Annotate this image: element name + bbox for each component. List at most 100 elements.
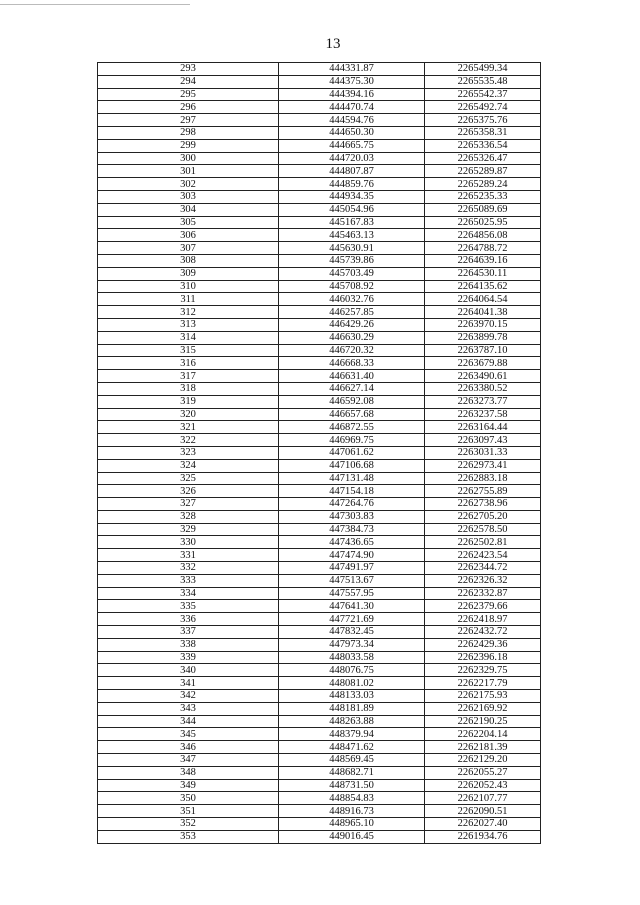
point-number-cell: 304 (97, 202, 279, 217)
y-coordinate-cell: 2265089.69 (424, 202, 541, 217)
page-number: 13 (325, 36, 341, 52)
y-coordinate-cell: 2262027.40 (424, 817, 541, 831)
x-coordinate-cell: 447721.69 (278, 612, 425, 627)
coordinates-table: 293 444331.87 2265499.34 294 444375.30 226553… (97, 62, 541, 844)
y-coordinate-cell: 2263164.44 (424, 420, 541, 435)
table-row: 303 444934.35 2265235.33 (97, 189, 541, 204)
y-coordinate-cell: 2262738.96 (424, 497, 541, 511)
x-coordinate-cell: 448916.73 (278, 804, 425, 819)
point-number-cell: 336 (97, 612, 279, 627)
x-coordinate-cell: 448181.89 (278, 701, 425, 716)
x-coordinate-cell: 444375.30 (278, 74, 425, 89)
table-row: 339 448033.58 2262396.18 (97, 650, 541, 665)
x-coordinate-cell: 446429.26 (278, 317, 425, 332)
x-coordinate-cell: 446657.68 (278, 407, 425, 422)
scan-edge-line (0, 4, 190, 5)
table-row: 310 445708.92 2264135.62 (97, 279, 541, 294)
point-number-cell: 322 (97, 433, 279, 447)
x-coordinate-cell: 446257.85 (278, 305, 425, 319)
y-coordinate-cell: 2262204.14 (424, 727, 541, 742)
y-coordinate-cell: 2262181.39 (424, 740, 541, 755)
table-row: 308 445739.86 2264639.16 (97, 253, 541, 268)
point-number-cell: 333 (97, 573, 279, 588)
y-coordinate-cell: 2265235.33 (424, 189, 541, 204)
x-coordinate-cell: 447303.83 (278, 509, 425, 524)
y-coordinate-cell: 2264639.16 (424, 253, 541, 268)
table-row: 338 447973.34 2262429.36 (97, 637, 541, 652)
y-coordinate-cell: 2262190.25 (424, 714, 541, 729)
x-coordinate-cell: 447106.68 (278, 458, 425, 473)
x-coordinate-cell: 445463.13 (278, 228, 425, 243)
y-coordinate-cell: 2261934.76 (424, 829, 541, 844)
point-number-cell: 340 (97, 663, 279, 678)
table-row: 316 446668.33 2263679.88 (97, 356, 541, 371)
point-number-cell: 319 (97, 394, 279, 409)
point-number-cell: 324 (97, 458, 279, 473)
y-coordinate-cell: 2263787.10 (424, 343, 541, 358)
table-row: 349 448731.50 2262052.43 (97, 778, 541, 793)
point-number-cell: 347 (97, 753, 279, 767)
point-number-cell: 317 (97, 369, 279, 383)
table-row: 298 444650.30 2265358.31 (97, 125, 541, 140)
point-number-cell: 328 (97, 509, 279, 524)
y-coordinate-cell: 2265535.48 (424, 74, 541, 89)
table-row: 299 444665.75 2265336.54 (97, 138, 541, 153)
table-row: 341 448081.02 2262217.79 (97, 676, 541, 691)
y-coordinate-cell: 2265499.34 (424, 62, 541, 76)
y-coordinate-cell: 2262090.51 (424, 804, 541, 819)
point-number-cell: 334 (97, 586, 279, 601)
y-coordinate-cell: 2263380.52 (424, 381, 541, 396)
table-row: 329 447384.73 2262578.50 (97, 522, 541, 537)
y-coordinate-cell: 2262107.77 (424, 791, 541, 806)
point-number-cell: 338 (97, 637, 279, 652)
table-row: 302 444859.76 2265289.24 (97, 177, 541, 191)
x-coordinate-cell: 445054.96 (278, 202, 425, 217)
point-number-cell: 326 (97, 484, 279, 499)
table-row: 343 448181.89 2262169.92 (97, 701, 541, 716)
x-coordinate-cell: 445739.86 (278, 253, 425, 268)
x-coordinate-cell: 447131.48 (278, 471, 425, 486)
x-coordinate-cell: 448263.88 (278, 714, 425, 729)
point-number-cell: 300 (97, 151, 279, 166)
coordinates-table-body: 293 444331.87 2265499.34 294 444375.30 226553… (97, 62, 541, 844)
point-number-cell: 314 (97, 330, 279, 345)
y-coordinate-cell: 2262175.93 (424, 689, 541, 703)
y-coordinate-cell: 2262326.32 (424, 573, 541, 588)
table-row: 340 448076.75 2262329.75 (97, 663, 541, 678)
y-coordinate-cell: 2262883.18 (424, 471, 541, 486)
point-number-cell: 308 (97, 253, 279, 268)
point-number-cell: 309 (97, 266, 279, 281)
y-coordinate-cell: 2262705.20 (424, 509, 541, 524)
point-number-cell: 316 (97, 356, 279, 371)
table-row: 344 448263.88 2262190.25 (97, 714, 541, 729)
x-coordinate-cell: 448682.71 (278, 765, 425, 780)
y-coordinate-cell: 2262169.92 (424, 701, 541, 716)
y-coordinate-cell: 2263031.33 (424, 445, 541, 460)
point-number-cell: 346 (97, 740, 279, 755)
y-coordinate-cell: 2262432.72 (424, 625, 541, 639)
y-coordinate-cell: 2263899.78 (424, 330, 541, 345)
table-row: 351 448916.73 2262090.51 (97, 804, 541, 819)
table-row: 337 447832.45 2262432.72 (97, 625, 541, 639)
x-coordinate-cell: 444650.30 (278, 125, 425, 140)
x-coordinate-cell: 447384.73 (278, 522, 425, 537)
x-coordinate-cell: 447491.97 (278, 561, 425, 575)
table-row: 325 447131.48 2262883.18 (97, 471, 541, 486)
table-row: 294 444375.30 2265535.48 (97, 74, 541, 89)
y-coordinate-cell: 2263679.88 (424, 356, 541, 371)
x-coordinate-cell: 444470.74 (278, 100, 425, 115)
table-row: 330 447436.65 2262502.81 (97, 535, 541, 550)
table-row: 309 445703.49 2264530.11 (97, 266, 541, 281)
point-number-cell: 342 (97, 689, 279, 703)
x-coordinate-cell: 447513.67 (278, 573, 425, 588)
point-number-cell: 339 (97, 650, 279, 665)
x-coordinate-cell: 447832.45 (278, 625, 425, 639)
point-number-cell: 315 (97, 343, 279, 358)
y-coordinate-cell: 2264856.08 (424, 228, 541, 243)
x-coordinate-cell: 444665.75 (278, 138, 425, 153)
y-coordinate-cell: 2262332.87 (424, 586, 541, 601)
table-row: 333 447513.67 2262326.32 (97, 573, 541, 588)
point-number-cell: 296 (97, 100, 279, 115)
y-coordinate-cell: 2262129.20 (424, 753, 541, 767)
x-coordinate-cell: 447973.34 (278, 637, 425, 652)
